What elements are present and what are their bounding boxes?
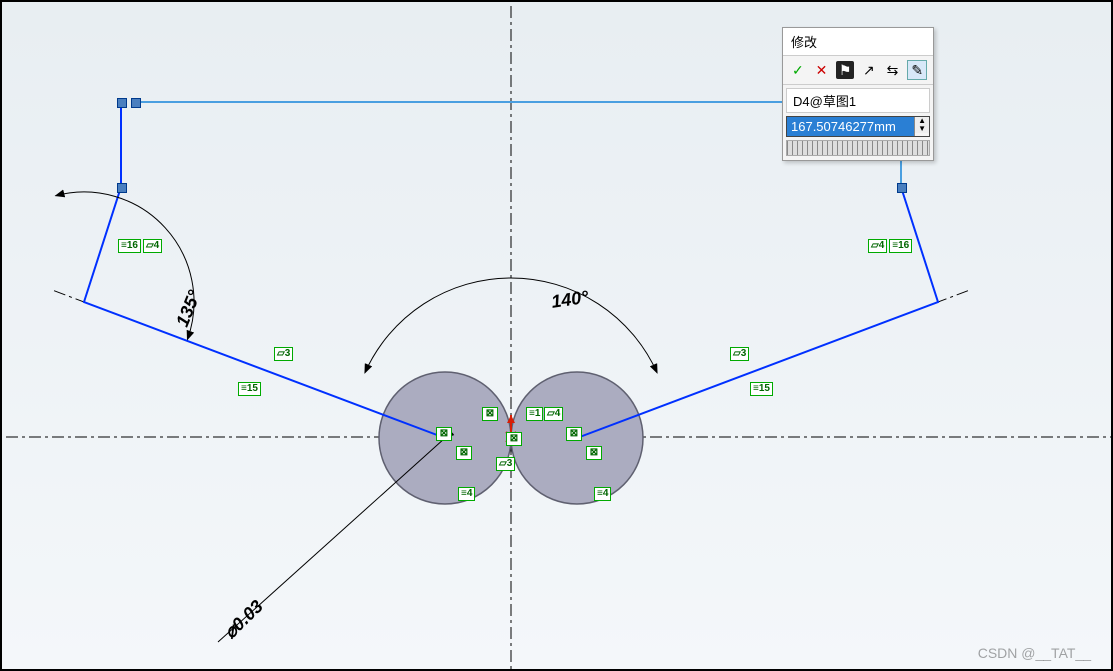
dimension-value-input[interactable]: 167.50746277mm bbox=[787, 117, 914, 136]
sketch-endpoint[interactable] bbox=[131, 98, 141, 108]
sketch-endpoint[interactable] bbox=[117, 98, 127, 108]
constraint-marker[interactable]: ▱4 bbox=[544, 407, 563, 421]
constraint-marker[interactable]: ≡15 bbox=[750, 382, 773, 396]
modify-dimension-dialog[interactable]: 修改 ✓ ✕ ⚑ ↗ ⇆ ✎ D4@草图1 167.50746277mm ▲▼ bbox=[782, 27, 934, 161]
dialog-title: 修改 bbox=[783, 28, 933, 56]
constraint-marker[interactable]: ▱3 bbox=[274, 347, 293, 361]
constraint-marker[interactable]: ⊠ bbox=[456, 446, 472, 460]
sketch-viewport[interactable]: ≡16▱4▱4≡16▱3▱3≡15≡15≡4≡4▱3≡1▱4⊠⊠⊠⊠⊠⊠ 修改 … bbox=[0, 0, 1113, 671]
spin-buttons[interactable]: ▲▼ bbox=[914, 117, 929, 136]
constraint-marker[interactable]: ≡15 bbox=[238, 382, 261, 396]
constraint-marker[interactable]: ≡4 bbox=[594, 487, 611, 501]
constraint-marker[interactable]: ⊠ bbox=[566, 427, 582, 441]
constraint-marker[interactable]: ▱4≡16 bbox=[868, 239, 912, 253]
constraint-marker[interactable]: ⊠ bbox=[506, 432, 522, 446]
constraint-marker[interactable]: ≡16▱4 bbox=[118, 239, 162, 253]
sketch-endpoint[interactable] bbox=[897, 183, 907, 193]
ok-button[interactable]: ✓ bbox=[789, 61, 807, 79]
flip-icon[interactable]: ↗ bbox=[860, 61, 878, 79]
constraint-marker[interactable]: ⊠ bbox=[482, 407, 498, 421]
sketch-endpoint[interactable] bbox=[117, 183, 127, 193]
dimension-name-field[interactable]: D4@草图1 bbox=[786, 88, 930, 113]
reverse-icon[interactable]: ⇆ bbox=[884, 61, 902, 79]
constraint-marker[interactable]: ⊠ bbox=[436, 427, 452, 441]
constraint-marker[interactable]: ⊠ bbox=[586, 446, 602, 460]
constraint-marker[interactable]: ▱3 bbox=[730, 347, 749, 361]
cancel-button[interactable]: ✕ bbox=[813, 61, 831, 79]
sketch-svg bbox=[2, 2, 1113, 671]
dimension-slider[interactable] bbox=[786, 140, 930, 156]
constraint-marker[interactable]: ≡4 bbox=[458, 487, 475, 501]
constraint-marker[interactable]: ▱3 bbox=[496, 457, 515, 471]
dialog-toolbar: ✓ ✕ ⚑ ↗ ⇆ ✎ bbox=[783, 56, 933, 85]
watermark: CSDN @__TAT__ bbox=[978, 645, 1091, 661]
link-icon[interactable]: ✎ bbox=[907, 60, 927, 80]
rebuild-icon[interactable]: ⚑ bbox=[836, 61, 854, 79]
constraint-marker[interactable]: ≡1 bbox=[526, 407, 543, 421]
